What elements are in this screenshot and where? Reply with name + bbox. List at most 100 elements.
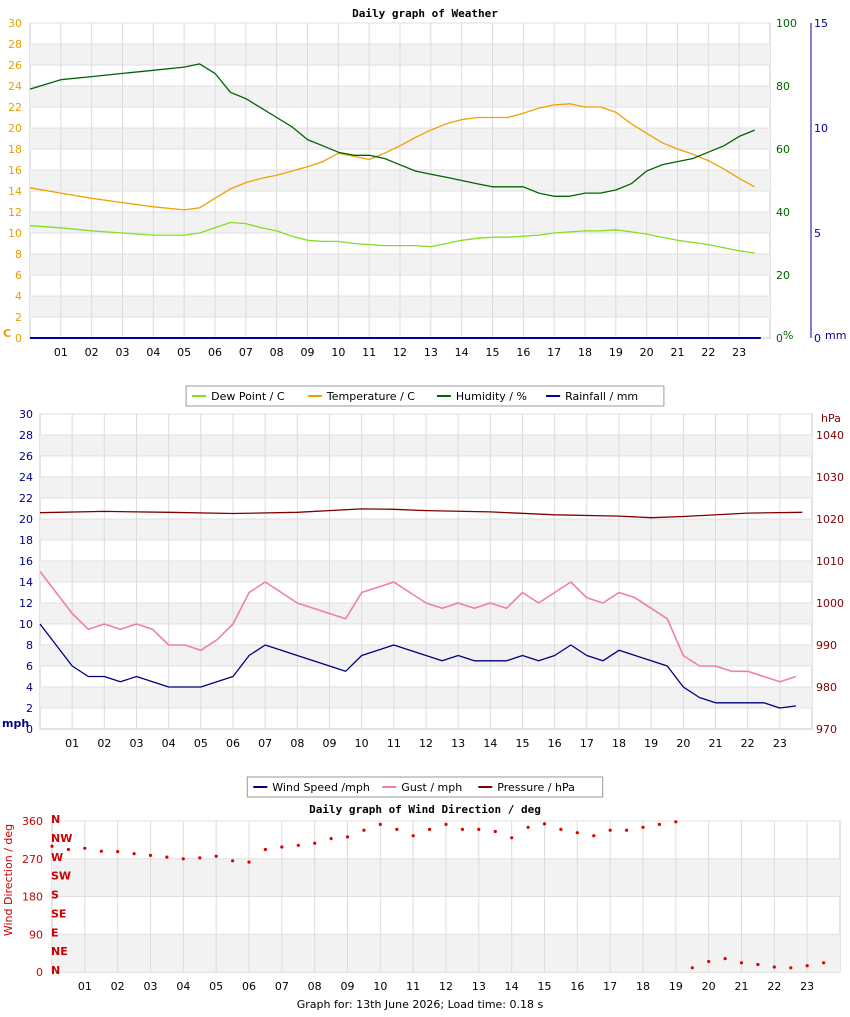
c2-x-tick-label: 05: [194, 737, 208, 750]
temp-axis-label: C: [3, 327, 11, 340]
c3-x-tick-label: 02: [111, 980, 125, 993]
wind-legend: Wind Speed /mph Gust / mph Pressure / hPa: [246, 776, 604, 798]
c3-x-tick-label: 18: [636, 980, 650, 993]
direction-point: [165, 855, 169, 859]
c3-x-tick-label: 12: [439, 980, 453, 993]
c2-legend-box: [246, 776, 604, 798]
direction-point: [559, 827, 563, 832]
humidity-axis-tick: 100: [776, 17, 797, 30]
weather-chart: Daily graph of Weather 01 02 03 04 05 06 07 08 0…: [3, 7, 846, 407]
direction-point: [66, 847, 70, 852]
c1-x-tick-label: 17: [547, 346, 561, 359]
c1-x-tick-label: 21: [671, 346, 685, 359]
compass-label: SE: [51, 907, 66, 920]
pressure-axis-tick: 990: [816, 639, 837, 652]
humidity-axis-label: %: [783, 329, 793, 342]
c2-legend-label: Gust / mph: [401, 781, 462, 794]
direction-point: [674, 820, 678, 824]
c1-x-tick-label: 02: [85, 346, 99, 359]
direction-point: [395, 827, 399, 832]
pressure-axis-label: hPa: [821, 412, 841, 425]
wind-axis-tick: 30: [19, 408, 33, 421]
c1-x-tick-label: 04: [146, 346, 160, 359]
compass-label: W: [51, 851, 63, 864]
direction-point: [132, 852, 136, 856]
series-line: [29, 63, 755, 197]
temp-axis-tick: 10: [8, 227, 22, 240]
c1-legend-label: Rainfall / mm: [565, 390, 638, 403]
direction-point: [707, 959, 711, 964]
c1-x-tick-label: 11: [362, 346, 376, 359]
direction-axis-tick: 270: [22, 853, 43, 866]
humidity-axis-tick: 20: [776, 269, 790, 282]
direction-point: [116, 850, 120, 854]
humidity-axis-tick: 80: [776, 80, 790, 93]
c2-x-tick-label: 23: [773, 737, 787, 750]
direction-point: [99, 849, 103, 853]
series-line: [39, 571, 797, 683]
wind-axis-tick: 8: [26, 639, 33, 652]
direction-point: [313, 841, 317, 845]
pressure-axis-tick: 1020: [816, 513, 844, 526]
compass-label: SW: [51, 870, 71, 883]
wind-direction-title: Daily graph of Wind Direction / deg: [309, 803, 541, 816]
c2-x-tick-label: 21: [709, 737, 723, 750]
direction-point: [756, 962, 760, 967]
c1-x-tick-label: 03: [116, 346, 130, 359]
direction-point: [789, 966, 793, 970]
direction-point: [641, 825, 645, 829]
temp-axis-tick: 8: [15, 248, 22, 261]
c2-x-tick-label: 09: [323, 737, 337, 750]
c3-x-tick-label: 11: [406, 980, 420, 993]
c1-legend-box: [185, 385, 665, 407]
c3-x-tick-label: 19: [669, 980, 683, 993]
direction-point: [690, 966, 694, 970]
direction-point: [444, 822, 448, 827]
temp-axis-tick: 22: [8, 101, 22, 114]
rain-axis-tick: 15: [814, 17, 828, 30]
c3-x-tick-label: 04: [176, 980, 190, 993]
compass-label: N: [51, 813, 60, 826]
c2-x-tick-label: 11: [387, 737, 401, 750]
direction-point: [247, 860, 251, 864]
c2-x-tick-label: 20: [676, 737, 690, 750]
wind-axis-tick: 14: [19, 576, 33, 589]
c1-x-tick-label: 08: [270, 346, 284, 359]
wind-direction-axis-label: Wind Direction / deg: [2, 824, 15, 936]
temp-axis-tick: 12: [8, 206, 22, 219]
compass-label: E: [51, 926, 59, 939]
direction-point: [739, 961, 744, 965]
c2-x-tick-label: 16: [548, 737, 562, 750]
c1-x-tick-label: 06: [208, 346, 222, 359]
series-line: [29, 103, 755, 211]
humidity-axis-tick: 0: [776, 332, 783, 345]
direction-point: [608, 828, 612, 832]
compass-label: NE: [51, 945, 68, 958]
c3-x-tick-label: 14: [505, 980, 519, 993]
wind-axis-tick: 12: [19, 597, 33, 610]
direction-point: [231, 859, 235, 863]
c3-x-tick-label: 06: [242, 980, 256, 993]
wind-chart: 01 02 03 04 05 06 07 08 09 10 11 12 13 14 15 16 17 18 19 20…: [2, 408, 844, 798]
series-line: [29, 221, 755, 254]
humidity-axis-tick: 40: [776, 206, 790, 219]
c2-x-tick-label: 13: [451, 737, 465, 750]
direction-point: [575, 831, 579, 835]
rain-axis-tick: 0: [814, 332, 821, 345]
c1-x-tick-label: 05: [177, 346, 191, 359]
temp-axis-tick: 20: [8, 122, 22, 135]
wind-axis-tick: 4: [26, 681, 33, 694]
temp-axis-tick: 16: [8, 164, 22, 177]
c2-x-tick-label: 19: [644, 737, 658, 750]
c2-x-tick-label: 17: [580, 737, 594, 750]
series-line: [39, 508, 803, 519]
c1-x-tick-label: 09: [301, 346, 315, 359]
direction-point: [378, 822, 382, 827]
compass-label: NW: [51, 832, 72, 845]
c2-x-tick-label: 18: [612, 737, 626, 750]
direction-point: [542, 822, 547, 826]
pressure-axis-tick: 1010: [816, 555, 844, 568]
c2-x-tick-label: 04: [162, 737, 176, 750]
direction-point: [493, 829, 497, 834]
